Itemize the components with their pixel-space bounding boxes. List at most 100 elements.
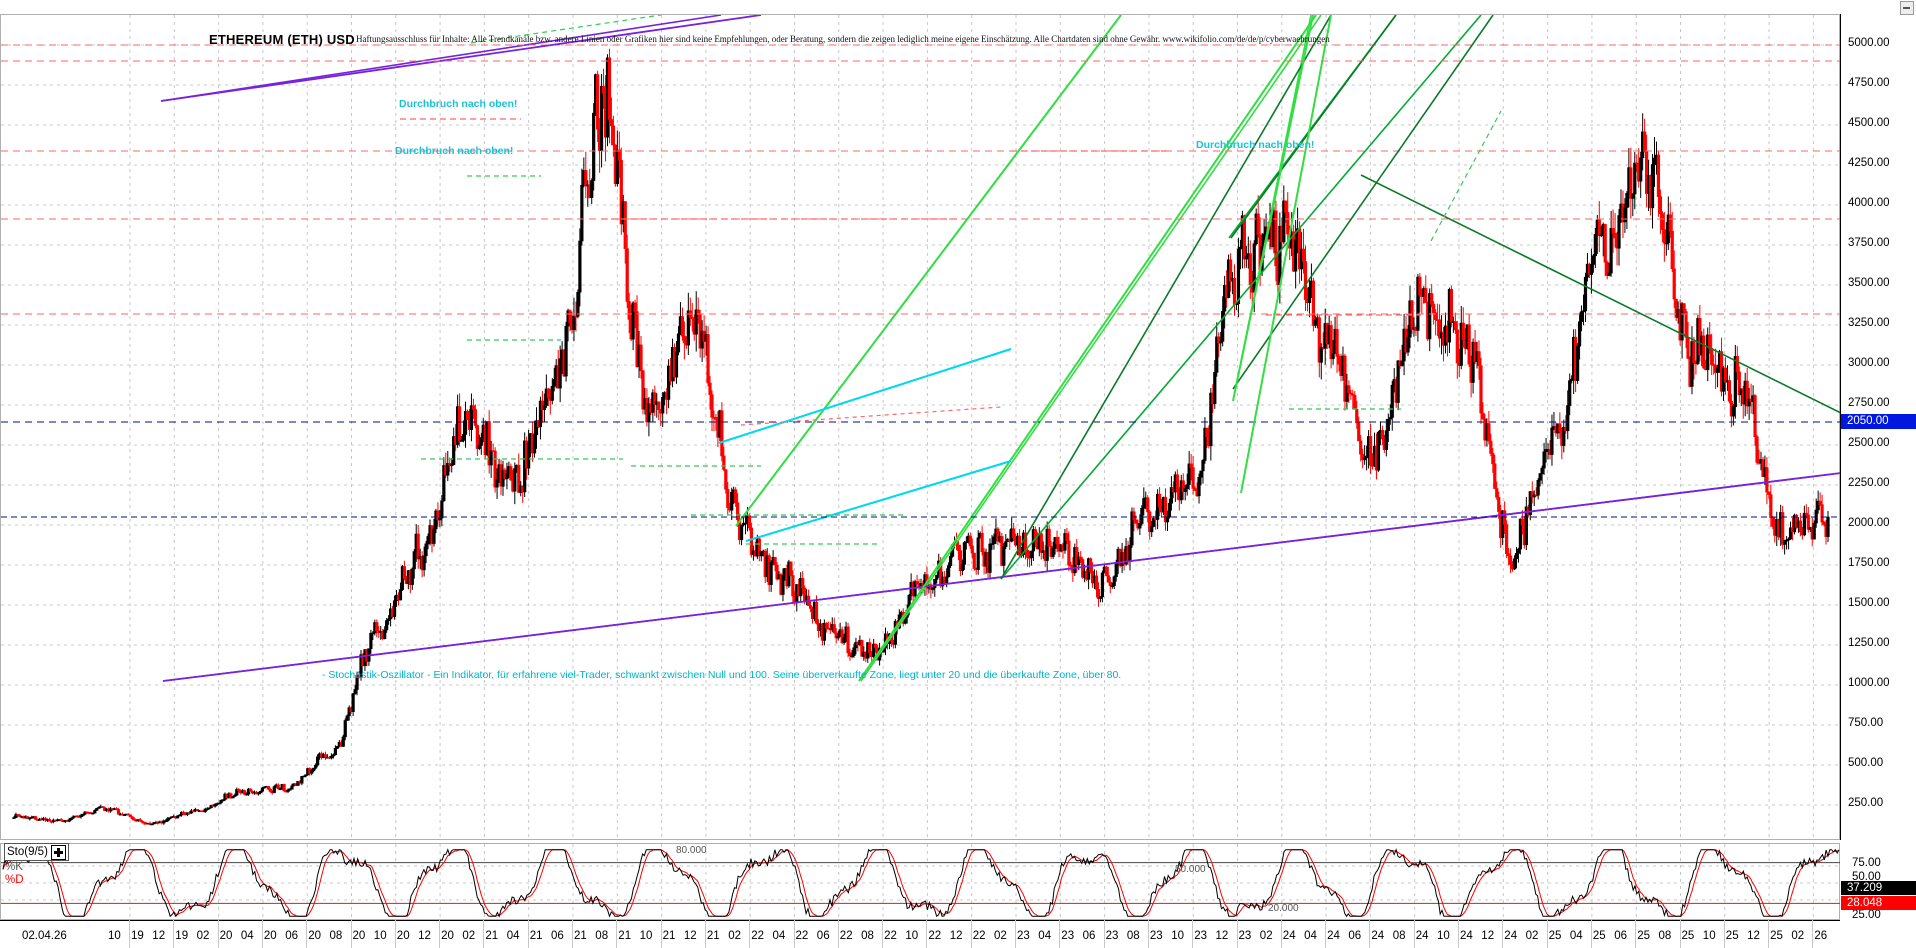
oscillator-k-label: %K <box>5 861 23 873</box>
time-axis-tick-line <box>882 920 884 948</box>
time-axis-year: 21 <box>706 930 720 942</box>
price-axis-tick: 5000.00 <box>1848 37 1890 49</box>
time-axis-tick-line <box>527 920 529 948</box>
price-axis-tick: 2750.00 <box>1848 397 1890 409</box>
time-axis-year: 22 <box>751 930 764 942</box>
time-axis-year: 23 <box>1105 930 1119 942</box>
time-axis-month: 10 <box>1702 930 1716 942</box>
time-axis-month: 02 <box>1525 930 1539 942</box>
time-axis-tick-line <box>350 920 352 948</box>
time-axis-month: 06 <box>1614 930 1627 942</box>
time-axis-year: 21 <box>618 930 632 942</box>
time-axis-tick-line <box>1147 920 1149 948</box>
price-axis-tick: 250.00 <box>1848 797 1884 809</box>
time-axis-month: 10 <box>108 930 121 942</box>
oscillator-axis-tick: 75.00 <box>1852 857 1881 869</box>
time-axis-month: 10 <box>373 930 387 942</box>
time-axis-year: 25 <box>1548 930 1562 942</box>
time-axis-tick-line <box>1280 920 1282 948</box>
time-axis-year: 20 <box>308 930 321 942</box>
time-axis-tick-line <box>306 920 308 948</box>
oscillator-band-20-label: 20.000 <box>1268 903 1299 914</box>
time-axis-tick-line <box>704 920 706 948</box>
price-axis-tick: 1250.00 <box>1848 637 1890 649</box>
time-axis-year: 26 <box>1814 930 1828 942</box>
price-axis-tick: 4750.00 <box>1848 77 1890 89</box>
time-axis-tick-line <box>793 920 795 948</box>
time-axis-tick-line <box>439 920 441 948</box>
current-price-badge: 2050.00 <box>1841 414 1916 429</box>
time-axis-tick-line <box>970 920 972 948</box>
time-axis-year: 25 <box>1681 930 1695 942</box>
minimize-button[interactable] <box>1900 1 1914 15</box>
time-axis-tick-line <box>660 920 662 948</box>
time-axis-year: 23 <box>1238 930 1252 942</box>
time-axis-year: 24 <box>1415 930 1429 942</box>
time-axis-month: 10 <box>1171 930 1184 942</box>
time-axis-tick-line <box>1458 920 1459 948</box>
plus-icon[interactable] <box>50 844 66 860</box>
time-axis-month: 12 <box>152 930 166 942</box>
time-axis-month: 12 <box>1481 930 1495 942</box>
price-axis-tick: 4500.00 <box>1848 117 1890 129</box>
oscillator-canvas <box>1 844 1841 921</box>
price-axis-tick: 500.00 <box>1848 757 1884 769</box>
annotation-stochastic-explanation: - Stochastik-Oszillator - Ein Indikator,… <box>322 669 1122 681</box>
price-chart-canvas <box>1 15 1841 841</box>
time-axis-month: 02 <box>462 930 476 942</box>
time-axis-month: 12 <box>1215 930 1229 942</box>
time-axis-year: 22 <box>928 930 942 942</box>
time-axis-tick-line <box>1590 920 1592 948</box>
stochastic-oscillator-panel[interactable] <box>0 843 1841 921</box>
price-axis-tick: 1500.00 <box>1848 597 1890 609</box>
time-axis-year: 24 <box>1460 930 1473 942</box>
time-axis-year: 25 <box>1770 930 1783 942</box>
oscillator-band-80-label: 80.000 <box>676 845 707 856</box>
time-axis-tick-line <box>1546 920 1548 948</box>
price-chart-panel[interactable] <box>0 14 1841 841</box>
price-axis-tick: 3250.00 <box>1848 317 1890 329</box>
oscillator-axis-tick: 50.00 <box>1852 871 1881 883</box>
time-axis-tick-line <box>1768 920 1770 948</box>
time-axis <box>0 920 1916 948</box>
time-axis-month: 04 <box>1038 930 1052 942</box>
time-axis-year: 23 <box>1149 930 1163 942</box>
oscillator-axis-tick: 25.00 <box>1852 909 1881 921</box>
price-axis <box>1840 14 1916 920</box>
oscillator-d-label: %D <box>5 874 24 886</box>
oscillator-settings-button[interactable]: Sto(9/5) <box>4 843 69 861</box>
time-axis-tick-line <box>1369 920 1371 948</box>
time-axis-month: 02 <box>196 930 210 942</box>
price-axis-tick: 2250.00 <box>1848 477 1890 489</box>
time-axis-month: 06 <box>1348 930 1362 942</box>
time-axis-tick-line <box>1723 920 1725 948</box>
oscillator-k-badge: 37.209 <box>1841 881 1916 895</box>
time-axis-year: 24 <box>1282 930 1296 942</box>
price-axis-tick: 750.00 <box>1848 717 1884 729</box>
time-axis-year: 25 <box>1637 930 1650 942</box>
time-axis-tick-line <box>483 920 485 948</box>
time-axis-year: 23 <box>1194 930 1207 942</box>
time-axis-month: 02 <box>994 930 1007 942</box>
time-axis-year: 24 <box>1327 930 1340 942</box>
price-axis-tick: 3500.00 <box>1848 277 1890 289</box>
time-axis-month: 06 <box>816 930 830 942</box>
time-axis-year: 20 <box>396 930 410 942</box>
time-axis-month: 02 <box>1259 930 1273 942</box>
time-axis-month: 08 <box>1126 930 1140 942</box>
time-axis-year: 20 <box>263 930 277 942</box>
time-axis-tick-line <box>1635 920 1637 948</box>
time-axis-year: 20 <box>219 930 233 942</box>
time-axis-month: 06 <box>1082 930 1096 942</box>
time-axis-month: 08 <box>329 930 343 942</box>
time-axis-year: 23 <box>1017 930 1030 942</box>
time-axis-year: 23 <box>1061 930 1075 942</box>
time-axis-month: 04 <box>1569 930 1583 942</box>
time-axis-month: 04 <box>240 930 254 942</box>
time-axis-tick-line <box>616 920 618 948</box>
time-axis-month: 04 <box>506 930 520 942</box>
annotation-breakout-2: Durchbruch nach oben! <box>395 145 514 157</box>
time-axis-month: 10 <box>1437 930 1450 942</box>
annotation-breakout-3: Durchbruch nach oben! <box>1196 139 1315 151</box>
page-title: ETHEREUM (ETH) USD <box>209 32 355 47</box>
